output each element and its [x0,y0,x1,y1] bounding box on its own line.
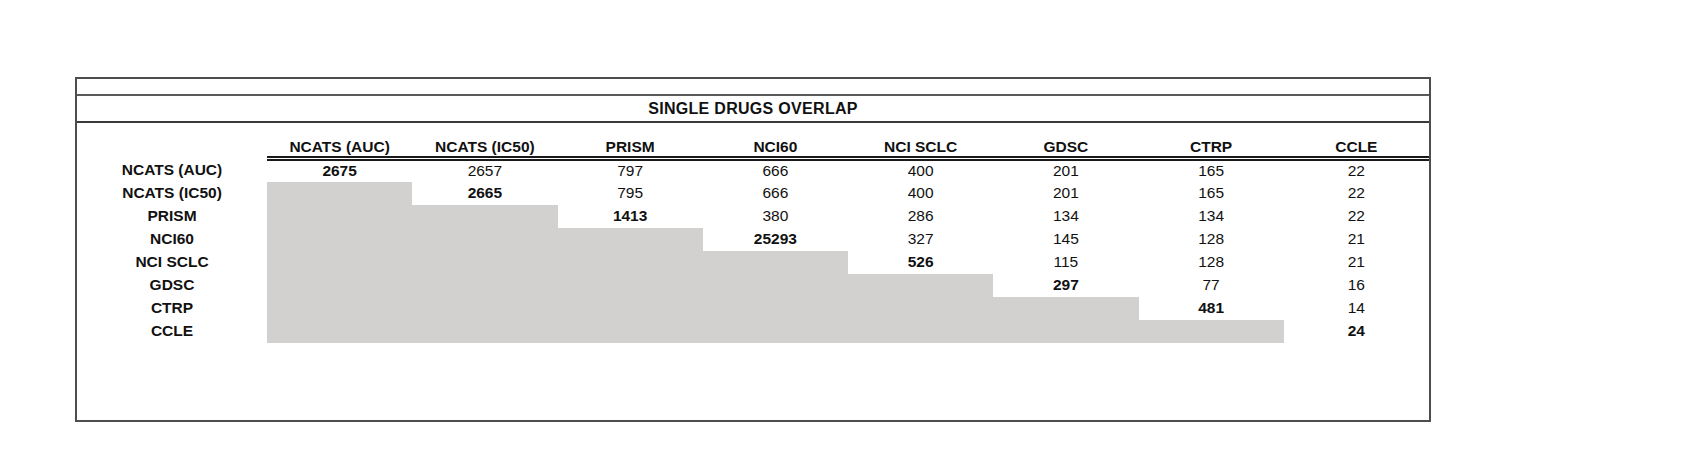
overlap-cell: 380 [703,205,848,228]
overlap-cell: 145 [993,228,1138,251]
column-header-ncats-auc: NCATS (AUC) [267,138,412,159]
overlap-cell: 134 [993,205,1138,228]
shaded-cell [267,320,412,343]
matrix-row-gdsc: GDSC 2977716 [77,274,1429,297]
column-header-prism: PRISM [558,138,703,159]
overlap-cell: 400 [848,182,993,205]
matrix-row-prism: PRISM141338028613413422 [77,205,1429,228]
shaded-cell [267,297,412,320]
matrix-corner-cell [77,138,267,159]
matrix-row-ctrp: CTRP 48114 [77,297,1429,320]
page-background: { "colors": { "shade": "#d2d1cf", "frame… [0,0,1688,464]
row-header-nci-sclc: NCI SCLC [77,251,267,274]
shaded-cell [703,320,848,343]
overlap-cell: 128 [1139,251,1284,274]
shaded-cell [558,251,703,274]
overlap-cell: 22 [1284,159,1429,182]
shaded-cell [412,228,557,251]
shaded-cell [412,274,557,297]
diagonal-cell: 481 [1139,297,1284,320]
diagonal-cell: 2665 [412,182,557,205]
shaded-cell [267,251,412,274]
overlap-cell: 201 [993,182,1138,205]
matrix-area: NCATS (AUC)NCATS (IC50)PRISMNCI60NCI SCL… [77,123,1429,343]
shaded-cell [267,205,412,228]
overlap-cell: 77 [1139,274,1284,297]
overlap-cell: 14 [1284,297,1429,320]
overlap-cell: 400 [848,159,993,182]
matrix-body: NCATS (AUC)2675265779766640020116522NCAT… [77,159,1429,343]
shaded-cell [412,251,557,274]
diagonal-cell: 2675 [267,159,412,182]
overlap-cell: 22 [1284,182,1429,205]
overlap-cell: 22 [1284,205,1429,228]
row-header-ncats-ic50: NCATS (IC50) [77,182,267,205]
row-header-ncats-auc: NCATS (AUC) [77,159,267,182]
matrix-row-ccle: CCLE 24 [77,320,1429,343]
shaded-cell [558,297,703,320]
diagonal-cell: 526 [848,251,993,274]
column-header-nci60: NCI60 [703,138,848,159]
table-top-spacer-row [77,79,1429,96]
column-header-ccle: CCLE [1284,138,1429,159]
overlap-cell: 666 [703,159,848,182]
matrix-row-nci-sclc: NCI SCLC 52611512821 [77,251,1429,274]
column-header-ncats-ic50: NCATS (IC50) [412,138,557,159]
shaded-cell [412,297,557,320]
shaded-cell [267,182,412,205]
overlap-cell: 128 [1139,228,1284,251]
shaded-cell [848,297,993,320]
overlap-matrix: NCATS (AUC)NCATS (IC50)PRISMNCI60NCI SCL… [77,138,1429,343]
row-header-ccle: CCLE [77,320,267,343]
shaded-cell [703,297,848,320]
column-header-gdsc: GDSC [993,138,1138,159]
column-header-ctrp: CTRP [1139,138,1284,159]
overlap-cell: 666 [703,182,848,205]
row-header-ctrp: CTRP [77,297,267,320]
overlap-cell: 21 [1284,251,1429,274]
diagonal-cell: 25293 [703,228,848,251]
overlap-cell: 21 [1284,228,1429,251]
overlap-cell: 165 [1139,159,1284,182]
diagonal-cell: 24 [1284,320,1429,343]
shaded-cell [703,274,848,297]
overlap-cell: 2657 [412,159,557,182]
shaded-cell [558,274,703,297]
shaded-cell [1139,320,1284,343]
shaded-cell [267,228,412,251]
overlap-cell: 115 [993,251,1138,274]
shaded-cell [848,320,993,343]
shaded-cell [267,274,412,297]
shaded-cell [412,205,557,228]
shaded-cell [558,228,703,251]
table-title: SINGLE DRUGS OVERLAP [77,96,1429,123]
single-drugs-overlap-table: SINGLE DRUGS OVERLAP NCATS (AUC)NCATS (I… [75,77,1431,422]
diagonal-cell: 297 [993,274,1138,297]
shaded-cell [993,297,1138,320]
overlap-cell: 201 [993,159,1138,182]
shaded-cell [558,320,703,343]
overlap-cell: 795 [558,182,703,205]
overlap-cell: 16 [1284,274,1429,297]
matrix-header-row: NCATS (AUC)NCATS (IC50)PRISMNCI60NCI SCL… [77,138,1429,159]
row-header-gdsc: GDSC [77,274,267,297]
overlap-cell: 327 [848,228,993,251]
matrix-row-ncats-ic50: NCATS (IC50) 266579566640020116522 [77,182,1429,205]
column-header-nci-sclc: NCI SCLC [848,138,993,159]
shaded-cell [848,274,993,297]
shaded-cell [703,251,848,274]
shaded-cell [412,320,557,343]
overlap-cell: 797 [558,159,703,182]
overlap-cell: 165 [1139,182,1284,205]
row-header-prism: PRISM [77,205,267,228]
diagonal-cell: 1413 [558,205,703,228]
matrix-row-ncats-auc: NCATS (AUC)2675265779766640020116522 [77,159,1429,182]
shaded-cell [993,320,1138,343]
overlap-cell: 286 [848,205,993,228]
overlap-cell: 134 [1139,205,1284,228]
row-header-nci60: NCI60 [77,228,267,251]
matrix-row-nci60: NCI60 2529332714512821 [77,228,1429,251]
